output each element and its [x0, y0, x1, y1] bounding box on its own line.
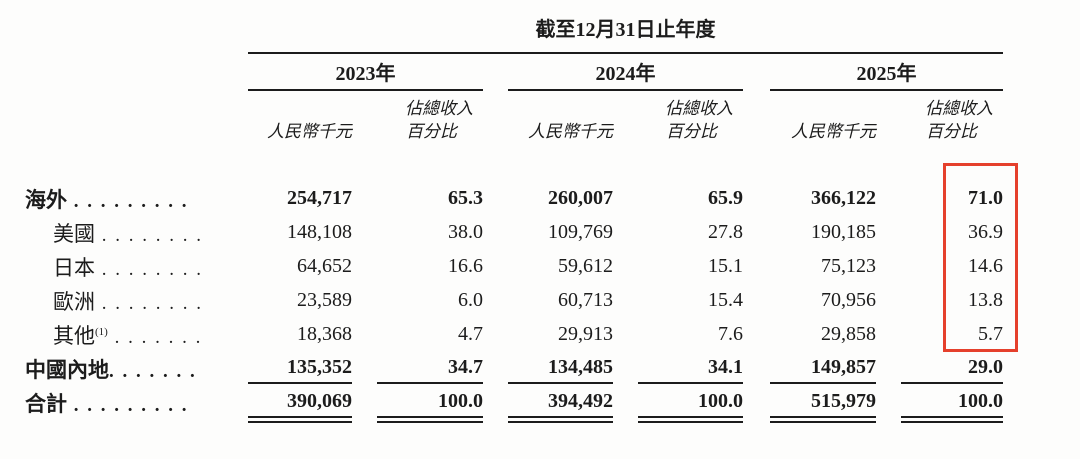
pct-2024: 34.1 — [613, 352, 743, 386]
amount-2024: 260,007 — [548, 187, 613, 209]
pct-2025: 71.0 — [968, 187, 1003, 209]
row-label: 美國 . . . . . . . . — [53, 222, 203, 246]
pct-2023: 16.6 — [448, 255, 483, 277]
amount-2025: 515,979 — [770, 386, 876, 423]
pct-2025: 14.6 — [968, 255, 1003, 277]
year-2025-header: 2025年 — [770, 53, 1003, 91]
amount-header-2024: 人民幣千元 — [528, 122, 613, 141]
amount-2024: 60,713 — [558, 289, 613, 311]
row-label: 其他(1) . . . . . . . — [53, 324, 203, 348]
pct-2023: 34.7 — [352, 352, 483, 386]
amount-header-2025: 人民幣千元 — [791, 122, 876, 141]
amount-2023: 23,589 — [297, 289, 352, 311]
revenue-by-region-table: 截至12月31日止年度 2023年 2024年 2025年 佔總收入 佔總收入 … — [25, 0, 1003, 423]
pct-2024: 7.6 — [718, 323, 743, 345]
dot-leader: . . . . . . . . . — [67, 395, 189, 416]
period-header: 截至12月31日止年度 — [248, 0, 1003, 54]
dot-leader: . . . . . . . — [109, 361, 197, 382]
year-2024-header: 2024年 — [508, 53, 743, 91]
amount-2023: 148,108 — [287, 221, 352, 243]
pct-header-line1-2025: 佔總收入 — [925, 99, 993, 118]
subheader-row-1: 佔總收入 佔總收入 佔總收入 — [25, 90, 1003, 120]
subheader-row-2: 人民幣千元 百分比 人民幣千元 百分比 人民幣千元 百分比 — [25, 120, 1003, 144]
table-title-row: 截至12月31日止年度 — [25, 0, 1003, 54]
year-header-row: 2023年 2024年 2025年 — [25, 53, 1003, 91]
amount-header-2023: 人民幣千元 — [267, 122, 352, 141]
row-europe: 歐洲 . . . . . . . . 23,589 6.0 60,713 15.… — [25, 284, 1003, 318]
pct-2023: 65.3 — [448, 187, 483, 209]
year-2023-header: 2023年 — [248, 53, 483, 91]
pct-2024: 100.0 — [613, 386, 743, 423]
pct-2023: 4.7 — [458, 323, 483, 345]
amount-2025: 149,857 — [770, 352, 876, 386]
row-label: 日本 . . . . . . . . — [53, 256, 203, 280]
pct-2025: 100.0 — [876, 386, 1003, 423]
pct-header-line1-2024: 佔總收入 — [665, 99, 733, 118]
pct-header-line2-2023: 百分比 — [406, 122, 457, 141]
amount-2025: 70,956 — [821, 289, 876, 311]
pct-2023: 100.0 — [352, 386, 483, 423]
footnote-marker: (1) — [95, 326, 108, 338]
amount-2024: 109,769 — [548, 221, 613, 243]
amount-2024: 394,492 — [508, 386, 613, 423]
row-label: 中國內地. . . . . . . — [25, 358, 197, 382]
pct-2024: 15.4 — [708, 289, 743, 311]
amount-2025: 190,185 — [811, 221, 876, 243]
pct-2025: 5.7 — [978, 323, 1003, 345]
amount-2023: 18,368 — [297, 323, 352, 345]
pct-header-line2-2025: 百分比 — [926, 122, 977, 141]
pct-2024: 15.1 — [708, 255, 743, 277]
pct-2023: 38.0 — [448, 221, 483, 243]
amount-2025: 366,122 — [811, 187, 876, 209]
row-label: 合計 . . . . . . . . . — [25, 392, 189, 416]
row-label: 海外 . . . . . . . . . — [25, 188, 189, 212]
amount-2023: 135,352 — [248, 352, 352, 386]
dot-leader: . . . . . . . . . — [67, 191, 189, 212]
amount-2024: 134,485 — [508, 352, 613, 386]
pct-header-line1-2023: 佔總收入 — [405, 99, 473, 118]
pct-2023: 6.0 — [458, 289, 483, 311]
amount-2023: 390,069 — [248, 386, 352, 423]
dot-leader: . . . . . . . . — [95, 225, 203, 246]
dot-leader: . . . . . . . . — [95, 259, 203, 280]
amount-2024: 59,612 — [558, 255, 613, 277]
pct-header-line2-2024: 百分比 — [666, 122, 717, 141]
amount-2025: 29,858 — [821, 323, 876, 345]
pct-2025: 29.0 — [876, 352, 1003, 386]
dot-leader: . . . . . . . . — [95, 293, 203, 314]
row-us: 美國 . . . . . . . . 148,108 38.0 109,769 … — [25, 216, 1003, 250]
dot-leader: . . . . . . . — [107, 327, 203, 348]
pct-2025: 13.8 — [968, 289, 1003, 311]
row-label: 歐洲 . . . . . . . . — [53, 290, 203, 314]
amount-2024: 29,913 — [558, 323, 613, 345]
row-total: 合計 . . . . . . . . . 390,069 100.0 394,4… — [25, 386, 1003, 423]
amount-2025: 75,123 — [821, 255, 876, 277]
row-others: 其他(1) . . . . . . . 18,368 4.7 29,913 7.… — [25, 318, 1003, 352]
amount-2023: 64,652 — [297, 255, 352, 277]
pct-2024: 65.9 — [708, 187, 743, 209]
pct-2024: 27.8 — [708, 221, 743, 243]
row-japan: 日本 . . . . . . . . 64,652 16.6 59,612 15… — [25, 250, 1003, 284]
row-overseas: 海外 . . . . . . . . . 254,717 65.3 260,00… — [25, 182, 1003, 216]
pct-2025: 36.9 — [968, 221, 1003, 243]
row-mainland-china: 中國內地. . . . . . . 135,352 34.7 134,485 3… — [25, 352, 1003, 386]
amount-2023: 254,717 — [287, 187, 352, 209]
